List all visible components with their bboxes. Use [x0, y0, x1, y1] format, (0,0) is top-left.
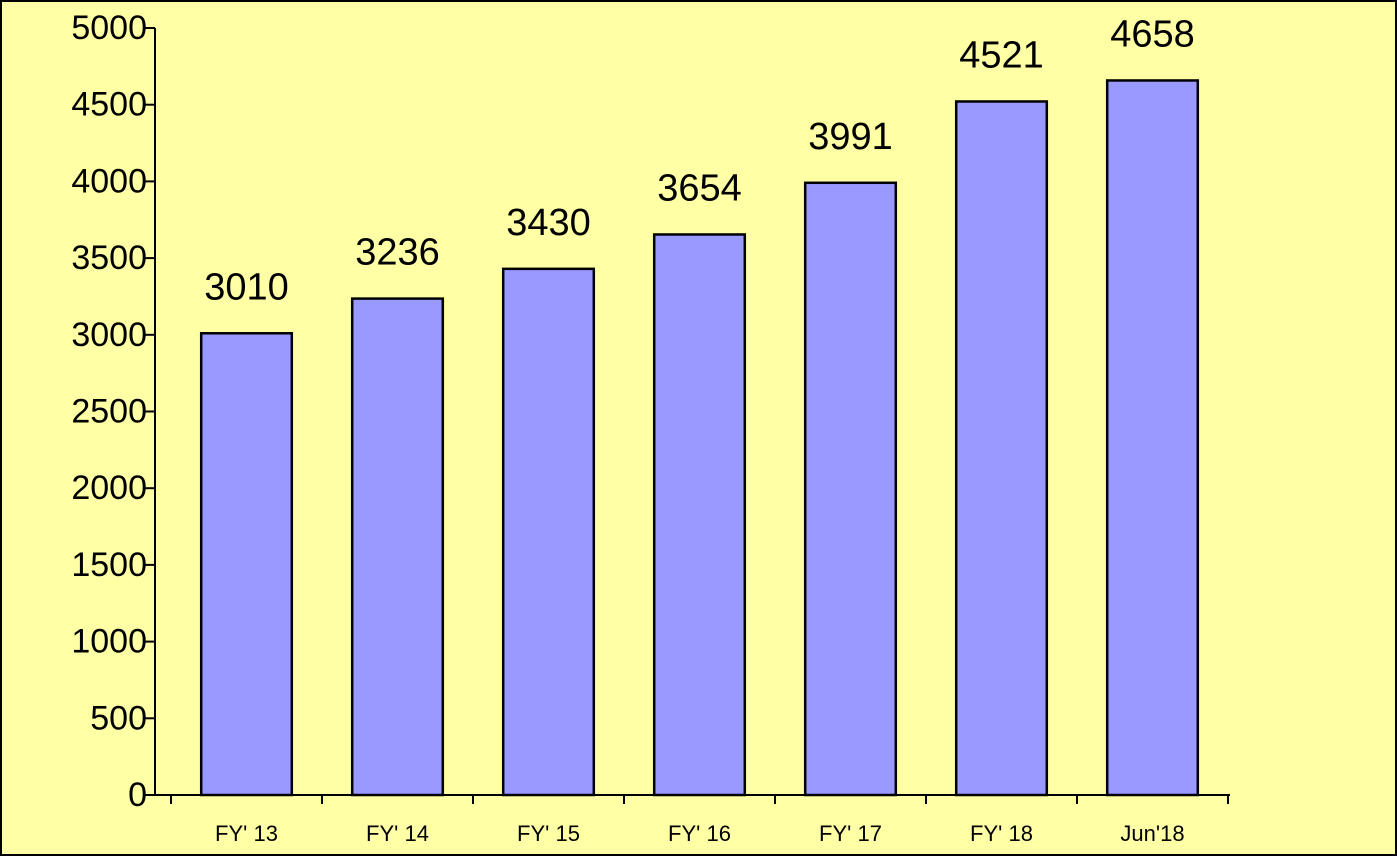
bar	[501, 267, 596, 797]
y-tick-label: 2500	[71, 392, 147, 430]
x-tick-label: FY' 16	[668, 821, 731, 846]
y-tick-label: 500	[90, 699, 147, 737]
x-tick-label: FY' 18	[970, 821, 1033, 846]
value-label: 3010	[204, 266, 289, 308]
y-tick-label: 3000	[71, 316, 147, 354]
value-label: 3430	[506, 202, 591, 244]
bar	[954, 100, 1049, 797]
y-tick-label: 5000	[71, 9, 147, 47]
value-label: 4521	[959, 35, 1044, 77]
value-label: 4658	[1110, 13, 1195, 55]
value-label: 3654	[657, 168, 742, 210]
x-tick-label: Jun'18	[1120, 821, 1184, 846]
value-label: 3236	[355, 232, 440, 274]
y-tick-label: 2000	[71, 469, 147, 507]
bar	[803, 181, 898, 797]
bar	[350, 297, 445, 797]
x-tick-label: FY' 13	[215, 821, 278, 846]
x-tick-label: FY' 15	[517, 821, 580, 846]
bar	[1105, 79, 1200, 797]
y-tick-label: 3500	[71, 239, 147, 277]
y-tick-label: 0	[128, 776, 147, 814]
value-label: 3991	[808, 116, 893, 158]
y-tick-label: 4000	[71, 162, 147, 200]
x-tick-label: FY' 14	[366, 821, 429, 846]
y-tick-label: 4500	[71, 86, 147, 124]
bar	[199, 332, 294, 797]
bar	[652, 233, 747, 797]
x-tick-label: FY' 17	[819, 821, 882, 846]
y-tick-label: 1500	[71, 546, 147, 584]
y-tick-label: 1000	[71, 623, 147, 661]
